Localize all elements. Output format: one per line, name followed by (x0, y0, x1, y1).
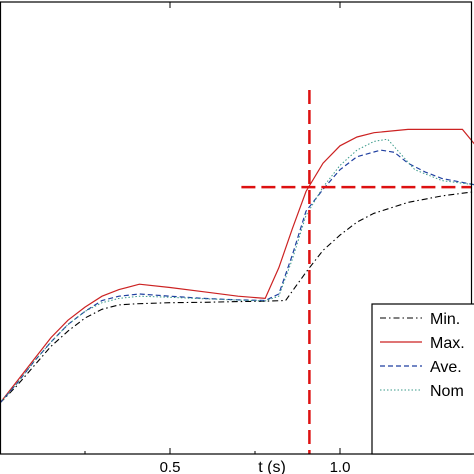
legend-box (371, 303, 474, 455)
series-layer (0, 128, 474, 404)
series-line-max (0, 128, 474, 404)
legend-label: Nom (430, 383, 464, 400)
x-axis-title: t (s) (258, 459, 286, 474)
legend-label: Min. (430, 311, 460, 328)
reference-lines (241, 90, 472, 454)
x-tick-label: 1.0 (330, 459, 351, 474)
series-line-nom (0, 138, 474, 404)
series-line-ave (0, 149, 474, 404)
legend-label: Ave. (430, 359, 462, 376)
x-tick-label: 0.5 (160, 459, 181, 474)
legend-label: Max. (430, 335, 465, 352)
series-line-min (0, 191, 474, 404)
plot-frame (0, 1, 473, 455)
legend: Min. Max. Ave. Nom (371, 303, 474, 455)
